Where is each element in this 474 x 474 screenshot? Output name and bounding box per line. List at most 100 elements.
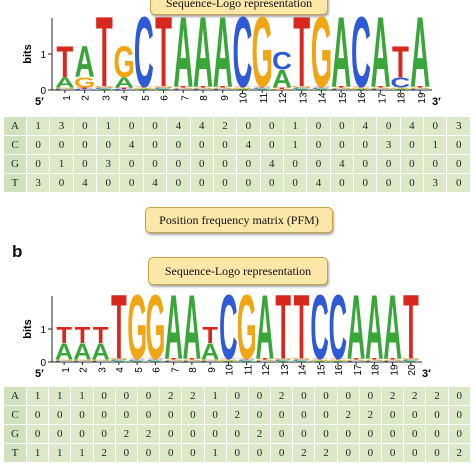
panel-b-pfm-cell: 2 <box>336 405 360 425</box>
panel-a-logo-letter-G: G <box>232 87 253 89</box>
panel-a-pfm-cell: 0 <box>306 154 331 174</box>
panel-a-pfm-cell: 4 <box>399 116 425 136</box>
panel-a-logo-letter-C: C <box>173 89 193 91</box>
panel-b-position-label: 3 <box>98 367 109 373</box>
panel-b-logo-letter-T: T <box>257 358 273 360</box>
panel-a-pfm-cell: 0 <box>25 154 51 174</box>
panel-b-logo-letter-C: C <box>310 277 328 379</box>
panel-b-pfm-cell: 0 <box>181 405 205 425</box>
panel-a-position-label: 9 <box>220 95 231 101</box>
panel-b-pfm-cell: 0 <box>25 424 50 444</box>
panel-a-five-prime: 5′ <box>35 96 44 108</box>
panel-a-y-tick-label: 1 <box>40 50 46 61</box>
panel-b-logo-letter-T: T <box>330 358 346 360</box>
panel-b-position-label: 12 <box>261 364 272 376</box>
panel-b-logo-letter-C: C <box>146 359 164 361</box>
panel-b-position-label: 9 <box>207 367 218 373</box>
panel-a-logo-letter-C: C <box>213 89 233 91</box>
panel-a-logo-letter-C: C <box>292 87 312 89</box>
panel-b-pfm-cell: 2 <box>380 386 405 406</box>
panel-a-pfm-cell: 0 <box>282 154 308 174</box>
panel-b-logo-letter-T: T <box>385 358 401 360</box>
panel-b-pfm-cell: 0 <box>114 405 138 425</box>
panel-a-pfm-cell: 0 <box>72 116 98 136</box>
panel-b-pfm-cell: 0 <box>336 443 360 463</box>
panel-a-pfm-cell: 0 <box>259 173 284 193</box>
panel-b-logo-letter-T: T <box>56 323 72 348</box>
panel-a-position-label: 13 <box>299 92 310 104</box>
panel-b-position-label: 7 <box>171 367 182 373</box>
panel-b-pfm-cell: 2 <box>447 443 472 463</box>
panel-a-logo-letter-T: T <box>135 86 152 88</box>
panel-a-position-label: 6 <box>160 95 171 101</box>
panel-b-pfm-cell: 0 <box>136 443 161 463</box>
panel-b-logo-letter-G: G <box>182 359 202 361</box>
panel-b-logo-letter-C: C <box>201 361 219 363</box>
panel-b-pfm-cell: 0 <box>403 424 427 444</box>
panel-b-pfm-cell: 0 <box>247 405 272 425</box>
panel-a-pfm-cell: 4 <box>329 154 355 174</box>
panel-a-logo-letter-T: T <box>372 86 389 88</box>
panel-b-logo-letter-A: A <box>146 361 164 363</box>
panel-a-pfm-cell: 0 <box>306 116 331 136</box>
panel-a-logo-letter-A: A <box>114 74 134 91</box>
panel-b-pfm-cell: 0 <box>314 424 338 444</box>
panel-b-pfm-cell: 2 <box>181 386 205 406</box>
panel-b-three-prime: 3′ <box>422 368 431 380</box>
panel-b-pfm-cell: 0 <box>136 405 161 425</box>
panel-a-pfm-cell: 4 <box>72 173 98 193</box>
panel-b-logo-letter-C: C <box>219 277 237 379</box>
panel-a-logo-letter-A: A <box>292 89 312 91</box>
panel-a-logo-letter-C: C <box>154 87 174 89</box>
panel-b-logo-letter-A: A <box>128 361 146 363</box>
panel-a-pfm-cell: 0 <box>376 154 401 174</box>
panel-a-logo-letter-C: C <box>55 89 75 91</box>
panel-b-logo-letter-T: T <box>129 358 145 360</box>
panel-b-pfm-cell: 1 <box>25 443 50 463</box>
panel-b-logo-letter-C: C <box>365 361 383 363</box>
panel-b-pfm-cell: 2 <box>403 386 427 406</box>
panel-a-logo-letter-A: A <box>75 36 95 86</box>
panel-b-position-label: 14 <box>297 364 308 376</box>
panel-b-pfm-cell: 2 <box>314 443 338 463</box>
panel-a-position-label: 17 <box>378 92 389 104</box>
panel-a-pfm-row-label: C <box>3 135 27 155</box>
panel-b-pfm-cell: 0 <box>292 424 316 444</box>
panel-b-pfm-cell: 1 <box>203 443 227 463</box>
panel-a-logo-letter-G: G <box>390 87 411 89</box>
panel-a-logo-letter-A: A <box>331 0 351 108</box>
panel-a-pfm-row-label: T <box>3 173 27 193</box>
panel-a-logo-letter-G: G <box>153 86 174 88</box>
panel-b-pfm-cell: 0 <box>336 386 360 406</box>
panel-a-logo-letter-C: C <box>331 89 351 91</box>
panel-b-logo-letter-A: A <box>110 361 128 363</box>
panel-b-pfm-cell: 1 <box>48 386 72 406</box>
panel-b-logo-letter-A: A <box>73 340 91 365</box>
panel-b-y-tick-label: 0 <box>40 358 46 369</box>
panel-a-pfm-cell: 4 <box>142 173 168 193</box>
panel-b-logo-letter-A: A <box>274 361 292 363</box>
panel-b-pfm-cell: 1 <box>203 386 227 406</box>
panel-b-logo-letter-T: T <box>275 277 291 379</box>
panel-a-logo-letter-C: C <box>410 89 430 91</box>
panel-a-logo-letter-G: G <box>74 74 95 91</box>
panel-b-logo-letter-G: G <box>145 277 165 379</box>
panel-b-five-prime: 5′ <box>35 368 44 380</box>
panel-b-pfm-cell: 0 <box>425 424 449 444</box>
panel-b-logo-letter-T: T <box>221 358 237 360</box>
panel-b-logo-letter-A: A <box>55 340 73 365</box>
panel-a-position-label: 2 <box>81 95 92 101</box>
panel-b-logo-letter-G: G <box>72 359 92 361</box>
panel-a-pfm-cell: 3 <box>376 135 401 155</box>
panel-a-logo-letter-G: G <box>350 87 371 89</box>
panel-b-logo-letter-A: A <box>329 361 347 363</box>
panel-b-logo-letter-T: T <box>202 323 218 348</box>
panel-a-pfm-cell: 0 <box>282 173 308 193</box>
panel-b-pfm-cell: 2 <box>270 386 294 406</box>
panel-b-position-label: 16 <box>334 364 345 376</box>
panel-b-logo-letter-T: T <box>148 358 164 360</box>
panel-a-logo-letter-T: T <box>56 36 73 86</box>
